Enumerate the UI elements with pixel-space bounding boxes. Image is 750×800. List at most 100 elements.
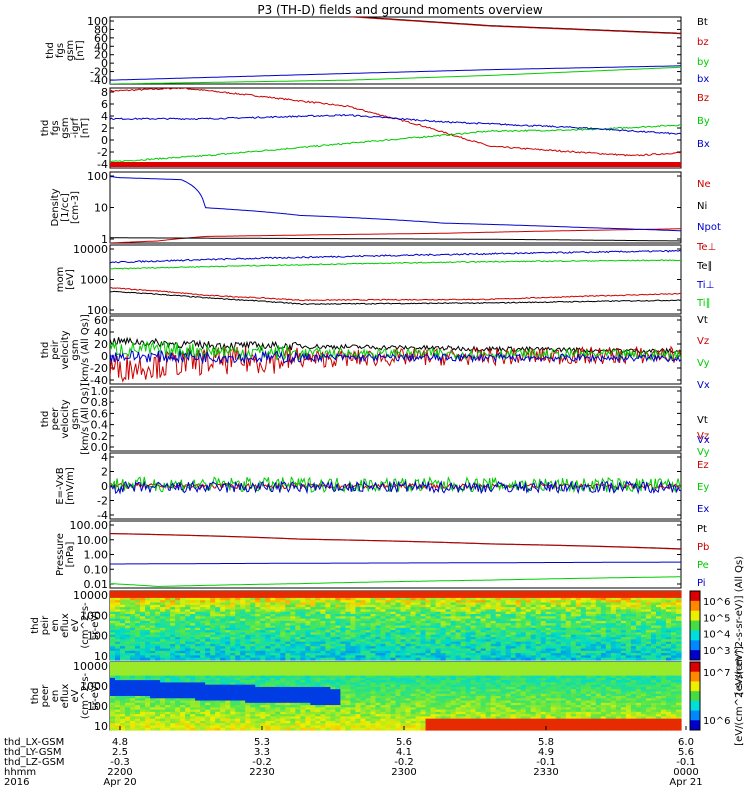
spectrogram-cell [195, 604, 201, 608]
spectrogram-cell [495, 604, 502, 608]
spectrogram-cell [195, 680, 201, 683]
spectrogram-cell [160, 662, 166, 665]
spectrogram-cell [505, 597, 512, 601]
spectrogram-cell [195, 637, 201, 640]
spectrogram-cell [425, 648, 432, 652]
spectrogram-cell [235, 611, 241, 615]
spectrogram-cell [385, 604, 392, 608]
spectrogram-cell [175, 684, 181, 688]
spectrogram-cell [155, 597, 161, 601]
spectrogram-cell [500, 657, 507, 661]
spectrogram-cell [115, 632, 121, 636]
spectrogram-cell [555, 593, 562, 597]
spectrogram-cell [205, 662, 211, 665]
spectrogram-cell [145, 625, 151, 629]
spectrogram-cell [295, 614, 301, 617]
spectrogram-cell [120, 689, 126, 693]
spectrogram-cell [200, 666, 206, 670]
spectrogram-cell [600, 643, 607, 647]
spectrogram-cell [135, 597, 141, 601]
spectrogram-cell [315, 620, 321, 624]
spectrogram-cell [675, 611, 682, 615]
spectrogram-cell [270, 630, 276, 633]
spectrogram-cell [670, 597, 677, 601]
spectrogram-cell [245, 718, 251, 722]
spectrogram-cell [180, 627, 186, 631]
spectrogram-cell [205, 711, 211, 715]
spectrogram-cell [265, 666, 271, 670]
spectrogram-cell [245, 714, 251, 717]
spectrogram-cell [265, 700, 271, 704]
spectrogram-cell [135, 650, 141, 654]
spectrogram-cell [435, 641, 442, 645]
spectrogram-cell [205, 718, 211, 722]
spectrogram-cell [465, 604, 472, 608]
spectrogram-cell [275, 680, 281, 683]
spectrogram-cell [440, 625, 447, 629]
spectrogram-cell [250, 718, 256, 722]
spectrogram-cell [120, 705, 126, 708]
spectrogram-cell [120, 607, 126, 610]
spectrogram-cell [605, 630, 612, 633]
spectrogram-cell [285, 632, 291, 636]
spectrogram-cell [205, 632, 211, 636]
spectrogram-cell [285, 611, 291, 615]
spectrogram-cell [235, 680, 241, 683]
spectrogram-cell [300, 650, 306, 654]
spectrogram-cell [190, 650, 196, 654]
spectrogram-cell [250, 702, 256, 706]
spectrogram-cell [440, 634, 447, 638]
spectrogram-cell [290, 597, 296, 601]
spectrogram-cell [140, 653, 146, 656]
spectrogram-cell [275, 689, 281, 693]
spectrogram-cell [175, 641, 181, 645]
spectrogram-cell [295, 637, 301, 640]
spectrogram-cell [655, 643, 662, 647]
spectrogram-cell [490, 637, 497, 640]
spectrogram-cell [250, 591, 256, 594]
spectrogram-cell [485, 646, 492, 650]
spectrogram-cell [225, 657, 231, 661]
spectrogram-cell [260, 602, 266, 606]
spectrogram-cell [200, 668, 206, 672]
spectrogram-cell [180, 639, 186, 643]
spectrogram-cell [220, 671, 226, 674]
spectrogram-cell [395, 625, 402, 629]
spectrogram-cell [390, 637, 397, 640]
y-axis-label-line: velocity [60, 399, 71, 438]
spectrogram-cell [435, 639, 442, 643]
spectrogram-cell [565, 595, 572, 599]
spectrogram-cell [300, 727, 306, 731]
spectrogram-cell [380, 625, 387, 629]
spectrogram-cell [290, 714, 296, 717]
spectrogram-cell [455, 653, 462, 656]
spectrogram-cell [390, 600, 397, 604]
legend-bz: bz [697, 37, 709, 48]
spectrogram-cell [305, 698, 311, 702]
spectrogram-cell [240, 682, 246, 686]
spectrogram-cell [480, 639, 487, 643]
spectrogram-cell [270, 702, 276, 706]
spectrogram-cell [125, 723, 131, 727]
spectrogram-cell [320, 684, 326, 688]
spectrogram-cell [210, 595, 216, 599]
spectrogram-cell [595, 609, 602, 613]
spectrogram-cell [365, 607, 372, 610]
spectrogram-cell [385, 611, 392, 615]
spectrogram-cell [130, 666, 136, 670]
spectrogram-cell [535, 591, 542, 594]
spectrogram-cell [200, 720, 206, 724]
spectrogram-cell [170, 684, 176, 688]
spectrogram-cell [155, 691, 161, 695]
spectrogram-cell [515, 600, 522, 604]
spectrogram-cell [270, 650, 276, 654]
spectrogram-cell [370, 643, 377, 647]
spectrogram-cell [370, 641, 377, 645]
y-axis-label-line: [km/s (All Qs)] [80, 314, 91, 386]
spectrogram-cell [210, 655, 216, 659]
spectrogram-cell [525, 618, 532, 622]
spectrogram-cell [110, 689, 116, 693]
legend-Pt: Pt [697, 524, 707, 535]
spectrogram-cell [115, 648, 121, 652]
spectrogram-cell [550, 611, 557, 615]
